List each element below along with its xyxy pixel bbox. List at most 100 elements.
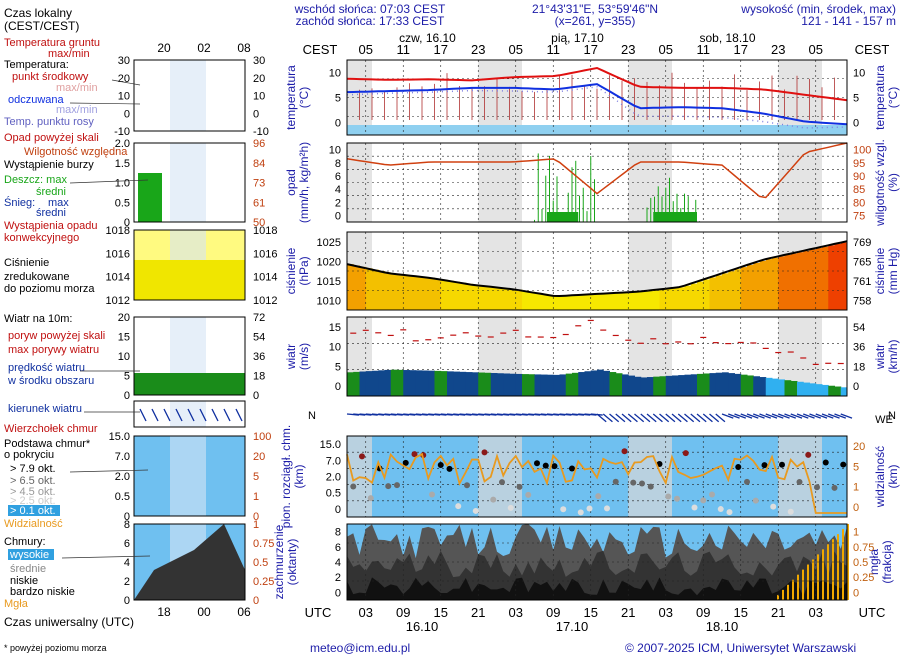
wind-arrow bbox=[684, 413, 695, 423]
legend-night-band bbox=[170, 60, 206, 131]
legend-time-tick: 00 bbox=[197, 605, 211, 619]
axis-title: opad bbox=[284, 169, 298, 196]
time-tick-top: 05 bbox=[809, 42, 823, 57]
axis-title: (°C) bbox=[297, 87, 311, 108]
y-tick: 1020 bbox=[317, 256, 341, 268]
pressure-line bbox=[346, 240, 848, 298]
legend-text: zredukowane bbox=[4, 271, 69, 283]
legend-text: niskie bbox=[10, 575, 38, 587]
legend-y-tick: 1012 bbox=[106, 295, 130, 307]
legend-time-tick: 02 bbox=[197, 41, 211, 55]
legend-connector bbox=[61, 555, 151, 559]
y-tick: 15 bbox=[329, 322, 341, 334]
wind-speed-bar bbox=[515, 373, 523, 396]
pressure-fill bbox=[640, 291, 648, 310]
wind-arrow bbox=[753, 413, 765, 419]
wind-speed-bar bbox=[578, 372, 585, 396]
panel-frame bbox=[346, 316, 848, 397]
wind-arrow bbox=[828, 413, 840, 419]
legend-night-band bbox=[170, 436, 206, 516]
y-tick-right: 0 bbox=[853, 381, 859, 393]
time-tick-bottom: 15 bbox=[434, 605, 448, 620]
legend-y-tick-right: 0.75 bbox=[253, 538, 274, 550]
wind-speed-bar bbox=[484, 372, 492, 396]
legend-text: Wystąpienie burzy bbox=[4, 159, 94, 171]
axis-title: mgła bbox=[867, 549, 881, 575]
legend-y-tick-right: -10 bbox=[253, 126, 269, 138]
legend-text: o pokryciu bbox=[4, 449, 54, 461]
legend-wind-arrow bbox=[175, 408, 183, 422]
legend-panel-frame bbox=[133, 316, 246, 396]
legend-text: Podstawa chmur* bbox=[4, 438, 91, 450]
footer-email[interactable]: meteo@icm.edu.pl bbox=[310, 641, 411, 655]
cloud-base-dot bbox=[464, 482, 470, 489]
wind-speed-bar bbox=[822, 384, 829, 396]
legend-text: Deszcz: max bbox=[4, 174, 67, 186]
wind-speed-bar bbox=[797, 381, 804, 396]
y-tick: 0 bbox=[335, 587, 341, 599]
legend-y-tick: 8 bbox=[124, 519, 130, 531]
pressure-fill bbox=[747, 265, 754, 310]
pressure-fill bbox=[440, 279, 448, 310]
time-tick-bottom: 15 bbox=[584, 605, 598, 620]
wind-speed-bar bbox=[834, 386, 842, 396]
wind-speed-bar bbox=[590, 370, 598, 396]
wind-speed-bar bbox=[422, 370, 429, 396]
wind-speed-bar bbox=[684, 374, 692, 396]
pressure-fill bbox=[672, 287, 679, 310]
cloud-base-dot bbox=[674, 495, 680, 502]
legend-y-tick-right: 1012 bbox=[253, 295, 277, 307]
axis-title: (°C) bbox=[886, 87, 900, 108]
legend-y-tick: 2 bbox=[124, 576, 130, 588]
wind-speed-bar bbox=[622, 374, 629, 396]
wind-speed-bar bbox=[784, 380, 792, 396]
pressure-fill bbox=[659, 289, 667, 310]
wind-speed-bar bbox=[753, 376, 760, 396]
legend-y-tick-right: 1 bbox=[253, 519, 259, 531]
legend-y-tick: 0.5 bbox=[115, 197, 130, 209]
legend-y-tick-right: 50 bbox=[253, 217, 265, 229]
panel-frame bbox=[346, 142, 848, 223]
y-tick: 6 bbox=[335, 542, 341, 554]
y-tick-right: 0 bbox=[853, 502, 859, 514]
pressure-fill bbox=[540, 293, 548, 310]
axis-title: temperatura bbox=[284, 65, 298, 130]
cloud-base-dot bbox=[569, 465, 575, 472]
pressure-fill bbox=[409, 275, 417, 310]
legend-cloud-shape bbox=[134, 524, 245, 600]
pressure-fill bbox=[609, 293, 617, 310]
y-tick: 15.0 bbox=[320, 439, 341, 451]
wind-arrow bbox=[784, 413, 796, 419]
time-tick-top: 17 bbox=[734, 42, 748, 57]
wind-arrow bbox=[740, 413, 753, 419]
pressure-fill bbox=[834, 243, 842, 310]
legend-night-band bbox=[170, 401, 206, 427]
pressure-fill bbox=[790, 253, 798, 310]
wind-speed-bar bbox=[503, 373, 510, 396]
pressure-fill bbox=[728, 271, 735, 310]
wind-arrow bbox=[621, 413, 632, 423]
wind-speed-bar bbox=[715, 372, 723, 396]
pressure-fill bbox=[372, 269, 379, 310]
legend-text: > 0.1 okt. bbox=[10, 505, 56, 517]
axis-title: (oktanty) bbox=[285, 539, 299, 586]
cloud-base-dot bbox=[516, 483, 523, 490]
legend-y-tick-right: 0.5 bbox=[253, 557, 268, 569]
compass-we: WE bbox=[875, 414, 893, 426]
legend-y-tick: 20 bbox=[118, 312, 130, 324]
pressure-fill bbox=[759, 260, 767, 310]
fog-bar bbox=[807, 564, 809, 600]
time-tick-bottom: 03 bbox=[509, 605, 523, 620]
pressure-fill bbox=[490, 286, 498, 310]
time-tick-top: 05 bbox=[659, 42, 673, 57]
cloud-base-dot bbox=[735, 463, 742, 470]
legend-y-tick-right: 73 bbox=[253, 178, 265, 190]
pressure-fill bbox=[459, 282, 467, 310]
y-tick: 10 bbox=[329, 342, 341, 354]
cloud-base-dot bbox=[385, 483, 392, 490]
wind-arrow bbox=[596, 413, 607, 423]
pressure-fill bbox=[484, 286, 492, 310]
wind-speed-bar bbox=[628, 375, 635, 396]
legend-text: Wierzchołek chmur bbox=[4, 423, 98, 435]
legend-text: średni bbox=[36, 186, 66, 198]
